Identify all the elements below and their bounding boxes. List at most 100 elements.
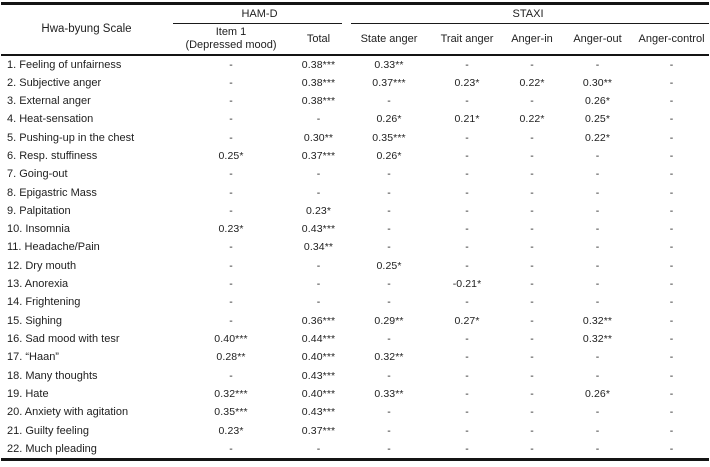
correlation-value: 0.22*	[519, 76, 545, 89]
correlation-value: -	[669, 76, 674, 89]
table-row: 19. Hate 0.32*** 0.40*** 0.33** - - 0.26* -	[1, 385, 709, 403]
table-row: 22. Much pleading - - - - - - -	[1, 440, 709, 460]
correlation-value: -	[530, 333, 534, 346]
row-label: 2. Subjective anger	[7, 76, 102, 89]
correlation-value: -	[669, 296, 674, 309]
correlation-value: -	[316, 296, 321, 309]
table-row: 4. Heat-sensation - - 0.26* 0.21* 0.22* 0.25* -	[1, 110, 709, 128]
correlation-value: -	[530, 369, 534, 382]
correlation-value: -	[465, 223, 469, 236]
correlation-value: -	[595, 259, 600, 272]
correlation-value: 0.40***	[301, 387, 336, 400]
correlation-value: 0.28**	[216, 351, 246, 364]
correlation-value: 0.23*	[218, 223, 244, 236]
correlation-value: 0.26*	[376, 149, 402, 162]
correlation-value: 0.40***	[301, 351, 336, 364]
table-body: 1. Feeling of unfairness - 0.38*** 0.33** - -…	[1, 55, 709, 460]
correlation-value: -	[465, 241, 469, 254]
correlation-value: -	[465, 424, 469, 437]
row-label: 16. Sad mood with tesr	[7, 333, 120, 346]
row-label: 5. Pushing-up in the chest	[7, 131, 135, 144]
correlation-value: -	[530, 94, 534, 107]
correlation-value: 0.25*	[584, 113, 611, 126]
correlation-value: 0.33**	[374, 387, 404, 400]
correlation-value: 0.37***	[301, 424, 336, 437]
row-label: 11. Headache/Pain	[7, 241, 100, 254]
table-row: 2. Subjective anger - 0.38*** 0.37*** 0.23* 0…	[1, 74, 709, 92]
correlation-value: -	[595, 278, 600, 291]
correlation-value: -	[316, 278, 321, 291]
correlation-value: 0.21*	[454, 113, 480, 126]
correlation-value: -	[669, 168, 674, 181]
row-label: 13. Anorexia	[7, 278, 69, 291]
correlation-value: 0.32**	[582, 314, 613, 327]
row-label: 18. Many thoughts	[7, 369, 98, 382]
column-header-row: Item 1 (Depressed mood) Total State ange…	[1, 23, 710, 56]
correlation-value: 0.26*	[584, 387, 611, 400]
correlation-value: -	[229, 168, 233, 181]
correlation-value: -	[669, 241, 674, 254]
correlation-value: 0.32***	[214, 387, 248, 400]
table-row: 10. Insomnia 0.23* 0.43*** - - - - -	[1, 220, 709, 238]
correlation-value: -	[595, 186, 600, 199]
correlation-value: -	[530, 131, 534, 144]
table-row: 7. Going-out - - - - - - -	[1, 165, 709, 183]
correlation-value: 0.23*	[218, 424, 244, 437]
table-row: 17. “Haan” 0.28** 0.40*** 0.32** - - - -	[1, 348, 709, 366]
correlation-value: -	[530, 314, 534, 327]
row-header-label: Hwa-byung Scale	[1, 3, 172, 56]
correlation-value: -	[530, 186, 534, 199]
table-row: 8. Epigastric Mass - - - - - - -	[1, 183, 709, 201]
correlation-value: 0.36***	[301, 314, 336, 327]
correlation-value: 0.37***	[372, 76, 406, 89]
correlation-value: -	[595, 406, 600, 419]
correlation-value: -	[465, 204, 469, 217]
row-label: 22. Much pleading	[7, 442, 97, 455]
correlation-value: -	[387, 241, 391, 254]
table-row: 3. External anger - 0.38*** - - - 0.26* -	[1, 92, 709, 110]
correlation-value: -	[387, 442, 391, 455]
correlation-value: 0.26*	[376, 113, 402, 126]
correlation-value: -	[465, 296, 469, 309]
correlation-value: -	[669, 113, 674, 126]
group-header-staxi: STAXI	[347, 4, 710, 24]
correlation-value: 0.26*	[584, 94, 611, 107]
row-label: 20. Anxiety with agitation	[7, 406, 129, 419]
correlation-value: -	[530, 442, 534, 455]
correlation-value: 0.35***	[372, 131, 406, 144]
correlation-value: -	[530, 259, 534, 272]
col-header-anger-in: Anger-in	[503, 23, 561, 56]
correlation-value: -	[595, 296, 600, 309]
correlation-value: 0.40***	[214, 333, 248, 346]
correlation-value: -	[229, 58, 233, 71]
correlation-value: -	[465, 94, 469, 107]
correlation-value: -	[229, 259, 233, 272]
correlation-value: 0.32**	[582, 333, 613, 346]
correlation-value: -	[595, 351, 600, 364]
correlation-value: -	[530, 296, 534, 309]
row-label: 6. Resp. stuffiness	[7, 149, 98, 162]
correlation-value: -	[595, 223, 600, 236]
correlation-value: -	[465, 387, 469, 400]
correlation-value: -	[530, 424, 534, 437]
correlation-value: -	[669, 387, 674, 400]
correlation-value: -	[465, 406, 469, 419]
table-row: 21. Guilty feeling 0.23* 0.37*** - - - - -	[1, 421, 709, 439]
correlation-value: -	[595, 442, 600, 455]
correlation-value: -	[595, 424, 600, 437]
correlation-value: -	[669, 424, 674, 437]
correlation-value: 0.38***	[301, 76, 336, 89]
col-header-anger-out: Anger-out	[561, 23, 634, 56]
correlation-value: -	[229, 76, 233, 89]
correlation-value: -	[530, 241, 534, 254]
correlation-value: -	[229, 204, 233, 217]
correlation-value: -	[465, 131, 469, 144]
correlation-value: -	[229, 186, 233, 199]
correlation-value: 0.38***	[301, 94, 336, 107]
correlation-value: -	[387, 223, 391, 236]
row-label: 15. Sighing	[7, 314, 63, 327]
correlation-value: -	[669, 204, 674, 217]
row-label: 1. Feeling of unfairness	[7, 58, 122, 71]
correlation-value: 0.43***	[301, 223, 336, 236]
